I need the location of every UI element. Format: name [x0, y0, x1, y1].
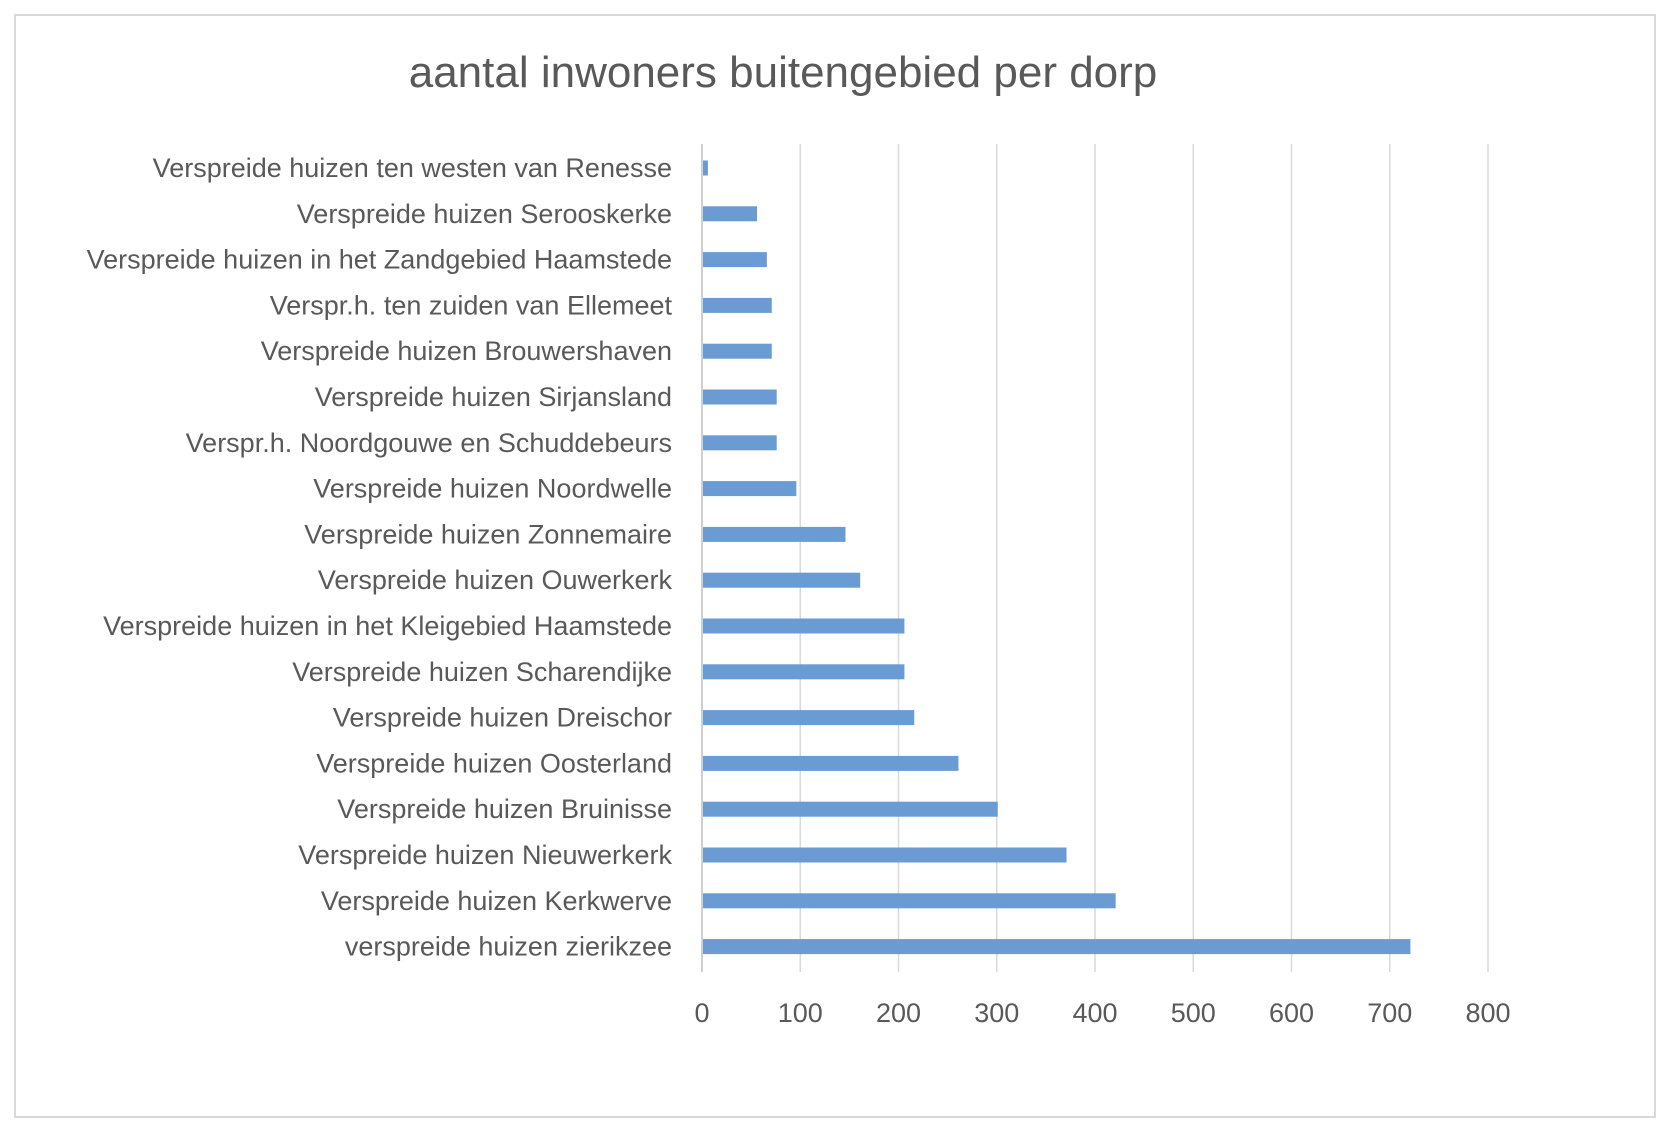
category-label: Verspr.h. Noordgouwe en Schuddebeurs — [186, 428, 672, 458]
bar — [703, 710, 915, 726]
bar — [703, 206, 758, 222]
x-tick-label: 700 — [1367, 998, 1412, 1028]
bar — [703, 801, 998, 817]
x-tick-label: 200 — [876, 998, 921, 1028]
bar — [703, 389, 777, 405]
grid-layer — [701, 144, 1489, 972]
x-tick-label: 500 — [1171, 998, 1216, 1028]
bar — [703, 526, 846, 542]
bar — [703, 481, 797, 497]
x-tick-label: 800 — [1465, 998, 1510, 1028]
bar — [703, 160, 708, 176]
bar — [703, 664, 905, 680]
category-label: Verspreide huizen Kerkwerve — [321, 886, 672, 916]
x-tick-label: 0 — [694, 998, 709, 1028]
bar-layer — [703, 160, 1411, 955]
category-label: Verspreide huizen Sirjansland — [315, 382, 672, 412]
category-label: Verspr.h. ten zuiden van Ellemeet — [270, 290, 673, 320]
x-tick-label: 600 — [1269, 998, 1314, 1028]
bar — [703, 435, 777, 451]
category-label: Verspreide huizen ten westen van Renesse — [153, 153, 672, 183]
bar — [703, 343, 772, 359]
x-tick-label: 400 — [1072, 998, 1117, 1028]
chart-title: aantal inwoners buitengebied per dorp — [409, 48, 1158, 97]
category-label: Verspreide huizen in het Kleigebied Haam… — [103, 611, 672, 641]
x-tick-label: 300 — [974, 998, 1019, 1028]
category-label: Verspreide huizen Ouwerkerk — [318, 565, 673, 595]
bar — [703, 755, 959, 771]
bar — [703, 252, 767, 268]
category-label: Verspreide huizen Serooskerke — [297, 199, 672, 229]
category-label: Verspreide huizen Nieuwerkerk — [298, 840, 672, 870]
bar — [703, 893, 1116, 909]
x-tick-label: 100 — [778, 998, 823, 1028]
category-label-layer: Verspreide huizen ten westen van Renesse… — [87, 153, 673, 962]
category-label: Verspreide huizen Oosterland — [316, 748, 672, 778]
category-label: Verspreide huizen Noordwelle — [313, 474, 672, 504]
bar — [703, 618, 905, 634]
bar — [703, 297, 772, 313]
category-label: Verspreide huizen Dreischor — [333, 703, 672, 733]
bar — [703, 939, 1411, 955]
category-label: Verspreide huizen Bruinisse — [337, 794, 672, 824]
bar — [703, 847, 1067, 863]
category-label: Verspreide huizen Scharendijke — [292, 657, 672, 687]
category-label: verspreide huizen zierikzee — [345, 932, 672, 962]
chart-frame: aantal inwoners buitengebied per dorp Ve… — [14, 14, 1656, 1118]
bar — [703, 572, 861, 588]
category-label: Verspreide huizen Zonnemaire — [304, 519, 672, 549]
tick-label-layer: 0 100 200 300 400 500 600 700 800 — [694, 998, 1510, 1028]
category-label: Verspreide huizen Brouwershaven — [261, 336, 672, 366]
bar-chart: aantal inwoners buitengebied per dorp Ve… — [87, 48, 1511, 1028]
category-label: Verspreide huizen in het Zandgebied Haam… — [87, 245, 672, 275]
